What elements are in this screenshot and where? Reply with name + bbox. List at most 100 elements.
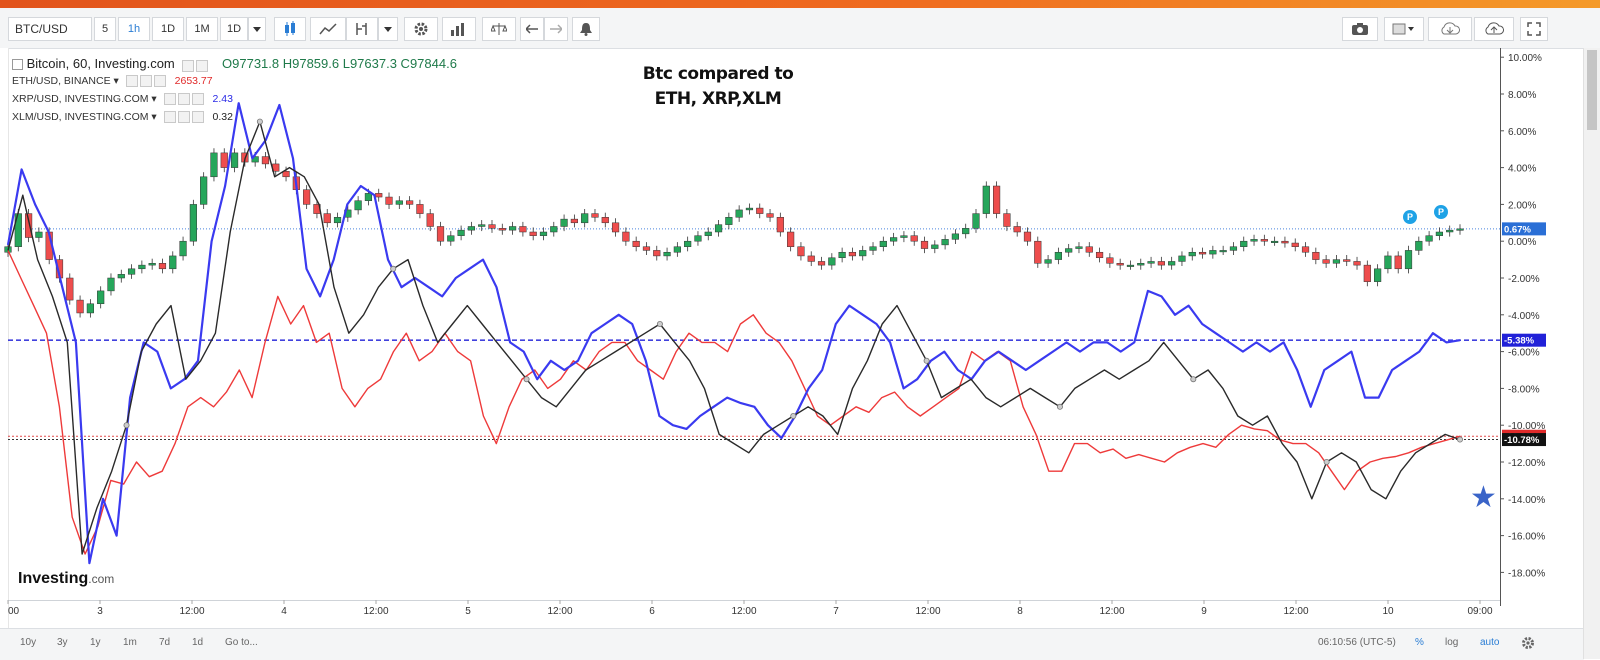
candle (1219, 245, 1227, 255)
interval-1h[interactable]: 1h (118, 17, 150, 41)
range-3y[interactable]: 3y (57, 637, 68, 648)
annotation-line-1: Btc compared to (642, 64, 794, 84)
legend-xrp: XRP/USD, INVESTING.COM ▾ 2.43 (12, 93, 233, 106)
p-marker[interactable]: P (1434, 205, 1448, 219)
y-tick-label: -6.00% (1508, 348, 1540, 359)
candle-body (1363, 264, 1371, 282)
y-tick-label: -2.00% (1508, 274, 1540, 285)
candle-body (1023, 231, 1032, 242)
candle (457, 225, 465, 241)
undo-button[interactable] (520, 17, 544, 41)
xlm-marker (923, 357, 930, 364)
y-tick-label: -16.00% (1508, 532, 1545, 543)
interval-1d[interactable]: 1D (152, 17, 184, 41)
candle (951, 229, 960, 244)
text-annotation[interactable]: Btc compared to ETH, XRP,XLM (630, 62, 806, 112)
candle-body (529, 231, 537, 236)
x-tick-label: 09:00 (1467, 606, 1492, 617)
candle (1260, 234, 1268, 246)
page-scrollbar[interactable] (1583, 48, 1600, 659)
candle (1343, 255, 1351, 267)
xrp-line (6, 102, 1461, 565)
star-icon[interactable]: ★ (1470, 481, 1497, 514)
candle-body (1456, 228, 1464, 231)
left-drawing-strip[interactable] (0, 48, 9, 628)
log-toggle[interactable]: log (1445, 637, 1459, 648)
candle-body (725, 217, 733, 225)
candle-body (24, 213, 33, 238)
range-1y[interactable]: 1y (90, 637, 101, 648)
candle-body (1343, 259, 1351, 262)
xlm-marker (1056, 403, 1063, 410)
candle-body (601, 217, 609, 224)
legend-xrp-icons[interactable] (163, 93, 206, 106)
candle (1281, 236, 1289, 248)
candle-body (436, 226, 445, 242)
candle-body (1044, 259, 1052, 264)
candle-body (1034, 240, 1042, 264)
chart-canvas[interactable]: 10.00% 8.00% 6.00% 4.00% 2.00% 0.00% -2.00% -4.… (0, 0, 1584, 628)
snapshot-button[interactable] (1342, 17, 1378, 41)
candle (1168, 256, 1176, 270)
fullscreen-button[interactable] (1520, 17, 1548, 41)
candle-body (1384, 255, 1392, 270)
chart-style-button[interactable] (310, 17, 346, 41)
legend-xlm-icons[interactable] (163, 111, 206, 124)
candle-body (467, 226, 476, 231)
y-tick-label: 8.00% (1508, 90, 1536, 101)
candle-body (127, 268, 136, 275)
candles-icon (285, 21, 295, 36)
interval-1m[interactable]: 1M (186, 17, 218, 41)
compare-button[interactable] (442, 17, 476, 41)
candle-body (1271, 240, 1279, 243)
legend-eth-icons[interactable] (125, 75, 168, 88)
candle (1240, 236, 1248, 252)
template-button[interactable] (1384, 17, 1424, 41)
candle-body (1312, 251, 1320, 260)
interval-dropdown[interactable] (248, 17, 266, 41)
symbol-input[interactable]: BTC/USD (8, 17, 92, 41)
candle-body (1157, 261, 1165, 266)
indicators-dropdown[interactable] (378, 17, 398, 41)
p-marker[interactable]: P (1403, 210, 1417, 224)
candle (560, 214, 568, 232)
candle-body (920, 240, 929, 249)
candle-body (169, 255, 177, 270)
save-button[interactable] (1474, 17, 1514, 41)
range-10y[interactable]: 10y (20, 637, 37, 648)
auto-toggle[interactable]: auto (1480, 637, 1500, 648)
candle-body (766, 213, 774, 218)
y-axis-line (1500, 48, 1501, 606)
goto-button[interactable]: Go to... (225, 637, 258, 648)
candle (756, 203, 764, 219)
range-1d[interactable]: 1d (192, 637, 204, 648)
candle (1415, 236, 1423, 255)
interval-custom[interactable]: 1D (220, 17, 248, 41)
redo-button[interactable] (544, 17, 568, 41)
candle (848, 247, 857, 261)
load-button[interactable] (1428, 17, 1472, 41)
collapse-icon[interactable] (12, 59, 23, 71)
scale-button[interactable] (482, 17, 516, 41)
chevron-down-icon (384, 26, 392, 32)
range-7d[interactable]: 7d (159, 637, 171, 648)
candle-body (951, 233, 960, 240)
interval-5[interactable]: 5 (94, 17, 116, 41)
candle-body (1291, 242, 1299, 247)
candles-button[interactable] (274, 17, 306, 41)
legend-settings-icons[interactable] (182, 57, 210, 72)
candle (66, 273, 74, 305)
candle-body (962, 228, 970, 235)
scrollbar-thumb[interactable] (1587, 50, 1597, 130)
candle (725, 212, 733, 230)
candle (169, 251, 177, 274)
candle-body (941, 239, 949, 246)
indicators-button[interactable] (346, 17, 378, 41)
candle (745, 203, 754, 215)
candle (1250, 234, 1258, 246)
percent-toggle[interactable]: % (1415, 637, 1424, 648)
range-1m[interactable]: 1m (123, 637, 137, 648)
settings-icon[interactable] (1521, 636, 1535, 650)
settings-button[interactable] (404, 17, 438, 41)
alert-button[interactable] (572, 17, 600, 41)
